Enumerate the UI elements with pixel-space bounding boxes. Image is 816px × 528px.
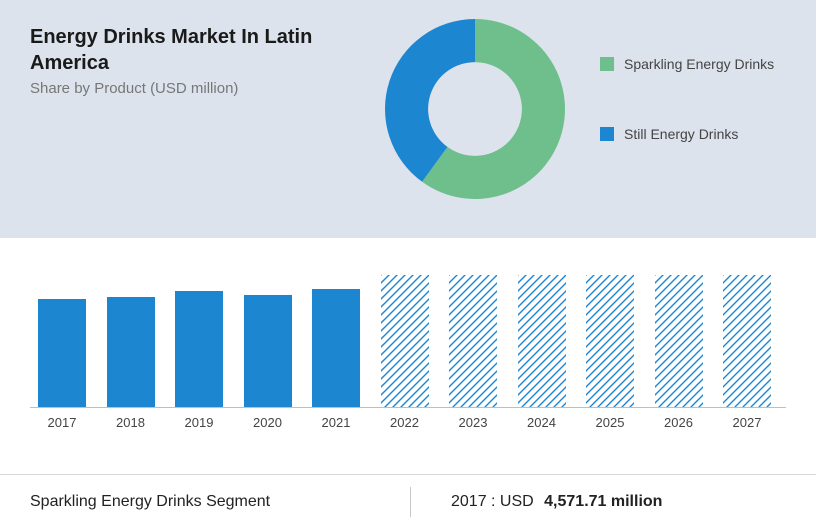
bar-x-label: 2021 [302,415,370,430]
bar-chart-panel: 2017201820192020202120222023202420252026… [0,238,816,474]
bar-hatched [655,275,703,407]
footer-segment-label: Sparkling Energy Drinks Segment [30,493,410,511]
bar-x-label: 2020 [234,415,302,430]
bar-solid [38,299,86,407]
bar-x-label: 2026 [645,415,713,430]
footer-bar: Sparkling Energy Drinks Segment 2017 : U… [0,474,816,528]
donut-hole [428,62,522,156]
legend-label: Sparkling Energy Drinks [624,56,774,72]
legend-item-still: Still Energy Drinks [600,126,774,142]
bar-x-label: 2025 [576,415,644,430]
bar-x-label: 2019 [165,415,233,430]
legend-item-sparkling: Sparkling Energy Drinks [600,56,774,72]
bar-chart: 2017201820192020202120222023202420252026… [30,260,786,430]
legend-swatch-icon [600,57,614,71]
chart-legend: Sparkling Energy Drinks Still Energy Dri… [600,56,774,196]
bar-x-label: 2017 [28,415,96,430]
footer-value: 2017 : USD 4,571.71 million [451,493,662,511]
bar-hatched [381,275,429,407]
x-axis-line [30,407,786,408]
bar-solid [312,289,360,407]
bar-hatched [586,275,634,407]
bar-x-label: 2027 [713,415,781,430]
donut-chart [380,14,570,209]
bar-hatched [723,275,771,407]
footer-separator [410,487,411,517]
legend-swatch-icon [600,127,614,141]
footer-value-bold: 4,571.71 million [544,493,662,510]
bar-solid [244,295,292,407]
bar-hatched [449,275,497,407]
footer-year-label: 2017 : USD [451,493,538,510]
bar-x-label: 2024 [508,415,576,430]
bar-solid [175,291,223,407]
header-panel: Energy Drinks Market In Latin America Sh… [0,0,816,238]
bar-x-label: 2022 [371,415,439,430]
bar-x-label: 2018 [97,415,165,430]
page-title: Energy Drinks Market In Latin America [30,24,330,76]
bar-hatched [518,275,566,407]
bar-solid [107,297,155,407]
legend-label: Still Energy Drinks [624,126,738,142]
bar-x-label: 2023 [439,415,507,430]
